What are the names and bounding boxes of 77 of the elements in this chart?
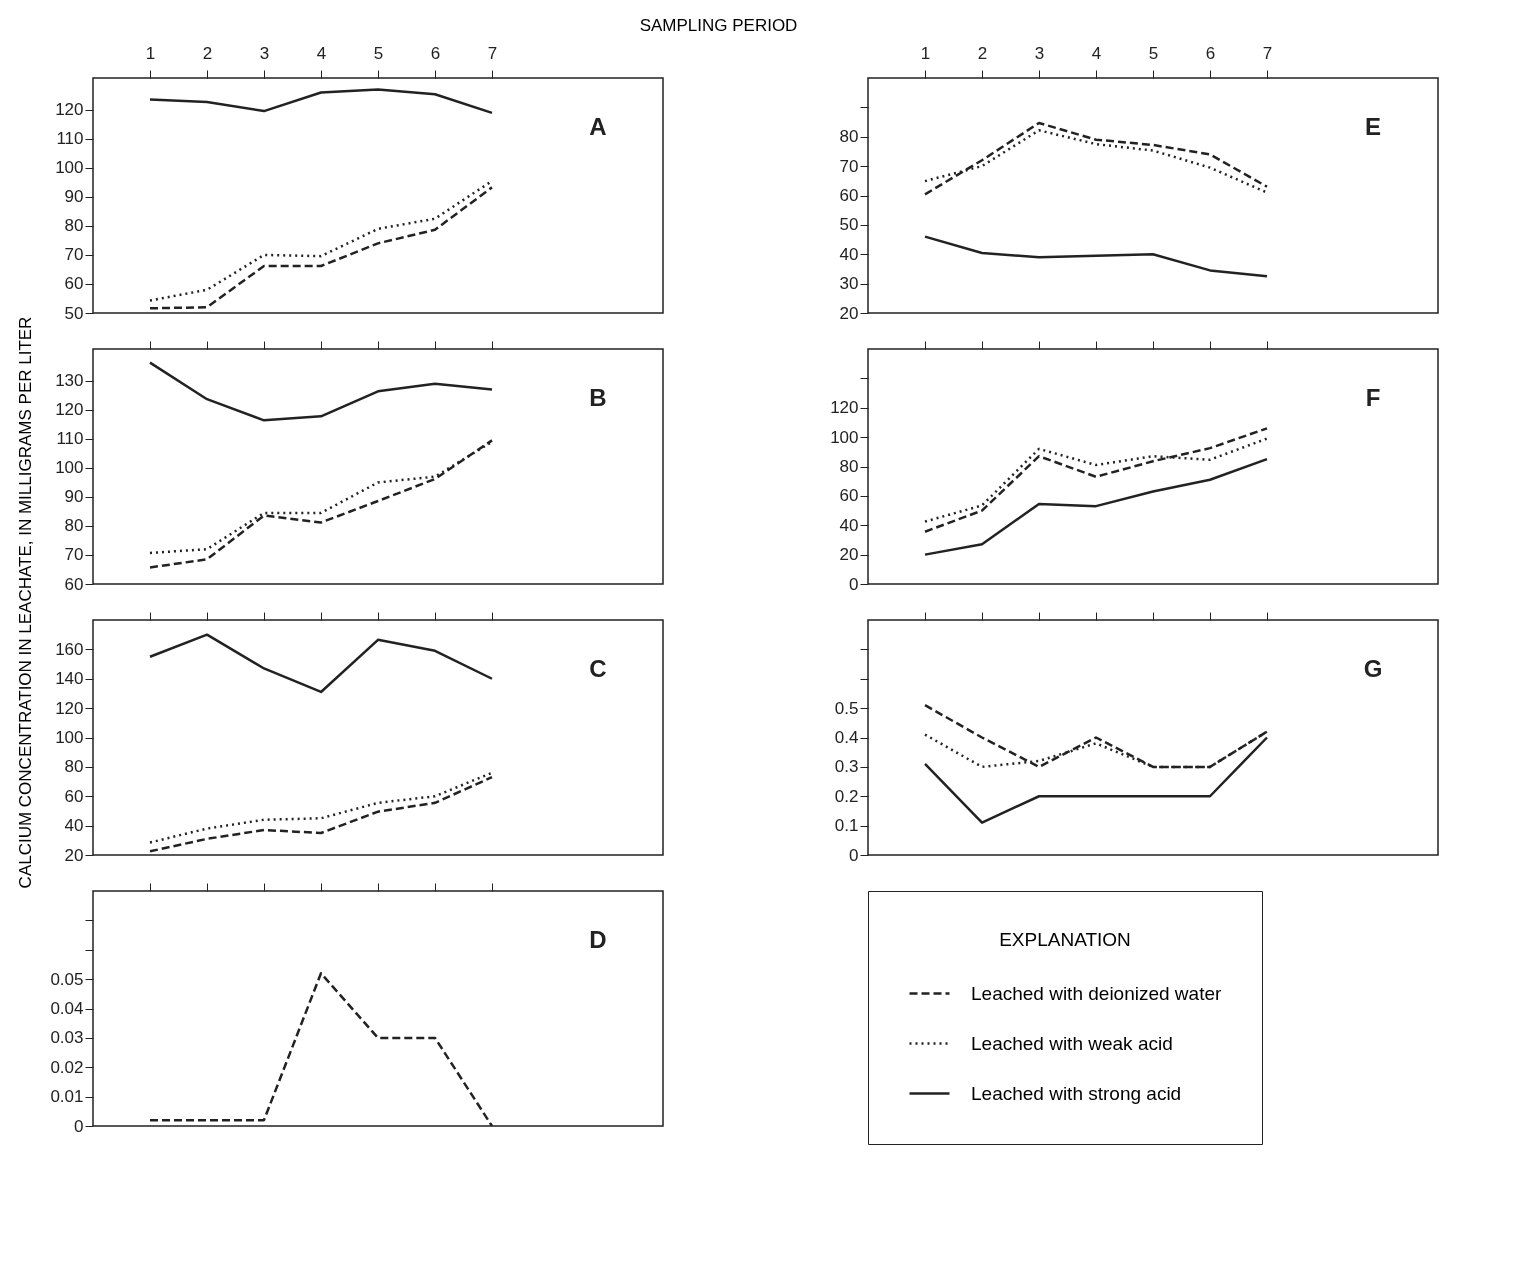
y-tick-label: 100 xyxy=(830,427,859,447)
y-tick-label: 0.01 xyxy=(50,1087,84,1107)
x-tick-label: 3 xyxy=(259,43,270,63)
x-tick-label: 7 xyxy=(487,43,498,63)
y-tick-label: 140 xyxy=(55,669,84,689)
text: C xyxy=(589,655,607,682)
text: E xyxy=(1364,113,1382,140)
y-tick-label: 0.02 xyxy=(50,1057,84,1077)
y-tick-label: 120 xyxy=(830,398,859,418)
y-tick-label: 100 xyxy=(55,728,84,747)
y-tick-label: 20 xyxy=(64,845,84,865)
y-tick-label: 50 xyxy=(839,215,859,235)
x-tick-label: 2 xyxy=(202,43,213,63)
y-tick-label: 80 xyxy=(839,127,859,147)
y-tick-label: 70 xyxy=(64,245,84,265)
legend-label: Leached with strong acid xyxy=(971,1082,1182,1104)
text: F xyxy=(1365,384,1381,411)
text: G xyxy=(1363,655,1383,682)
y-tick-label: 0.4 xyxy=(834,728,859,747)
y-tick-label: 0.1 xyxy=(834,816,859,836)
y-tick-label: 60 xyxy=(839,186,859,205)
y-tick-label: 0.03 xyxy=(50,1028,84,1048)
x-tick-label: 1 xyxy=(145,43,156,63)
y-tick-label: 130 xyxy=(55,371,84,391)
legend-label: Leached with weak acid xyxy=(971,1032,1173,1054)
y-tick-label: 80 xyxy=(64,516,84,536)
x-tick-label: 3 xyxy=(1034,43,1045,63)
y-tick-label: 40 xyxy=(839,244,859,264)
y-tick-label: 70 xyxy=(839,156,859,176)
y-axis-title: CALCIUM CONCENTRATION IN LEACHATE, IN MILLIGRAMS PER LITER xyxy=(16,316,36,889)
y-tick-label: 60 xyxy=(64,274,84,294)
legend-title: EXPLANATION xyxy=(999,929,1131,950)
y-tick-label: 120 xyxy=(55,100,84,120)
x-tick-label: 4 xyxy=(1091,43,1102,63)
y-tick-label: 0 xyxy=(849,845,859,865)
legend-label: Leached with deionized water xyxy=(971,982,1222,1004)
y-tick-label: 0.2 xyxy=(834,786,859,806)
y-tick-label: 0.05 xyxy=(50,969,84,989)
y-tick-label: 120 xyxy=(55,400,84,420)
y-tick-label: 50 xyxy=(64,303,84,323)
text: A xyxy=(589,113,607,140)
y-tick-label: 110 xyxy=(56,129,84,149)
y-tick-label: 30 xyxy=(839,274,859,294)
y-tick-label: 70 xyxy=(64,545,84,565)
y-tick-label: 120 xyxy=(55,698,84,718)
y-tick-label: 0 xyxy=(74,1116,84,1136)
y-tick-label: 110 xyxy=(56,429,84,449)
x-tick-label: 6 xyxy=(430,43,441,63)
text: B xyxy=(589,384,607,411)
y-tick-label: 20 xyxy=(839,545,859,565)
y-tick-label: 100 xyxy=(55,458,84,478)
y-tick-label: 0 xyxy=(849,574,859,594)
y-tick-label: 20 xyxy=(839,303,859,323)
x-tick-label: 4 xyxy=(316,43,327,63)
y-tick-label: 90 xyxy=(64,187,84,207)
y-tick-label: 40 xyxy=(839,515,859,535)
y-tick-label: 80 xyxy=(64,757,84,777)
y-tick-label: 90 xyxy=(64,487,84,507)
x-axis-title: SAMPLING PERIOD xyxy=(639,15,798,35)
x-tick-label: 5 xyxy=(373,43,384,63)
y-tick-label: 80 xyxy=(839,457,859,476)
y-tick-label: 0.04 xyxy=(50,999,84,1018)
x-tick-label: 6 xyxy=(1205,43,1216,63)
x-tick-label: 1 xyxy=(920,43,931,63)
y-tick-label: 80 xyxy=(64,216,84,236)
y-tick-label: 0.3 xyxy=(834,757,859,777)
y-tick-label: 60 xyxy=(64,574,84,594)
y-tick-label: 160 xyxy=(55,639,84,659)
x-tick-label: 5 xyxy=(1148,43,1159,63)
y-tick-label: 100 xyxy=(55,158,84,178)
text: D xyxy=(589,926,607,953)
y-tick-label: 60 xyxy=(64,786,84,806)
y-tick-label: 60 xyxy=(839,486,859,506)
y-tick-label: 40 xyxy=(64,816,84,836)
x-tick-label: 7 xyxy=(1262,43,1273,63)
x-tick-label: 2 xyxy=(977,43,988,63)
y-tick-label: 0.5 xyxy=(834,698,859,718)
